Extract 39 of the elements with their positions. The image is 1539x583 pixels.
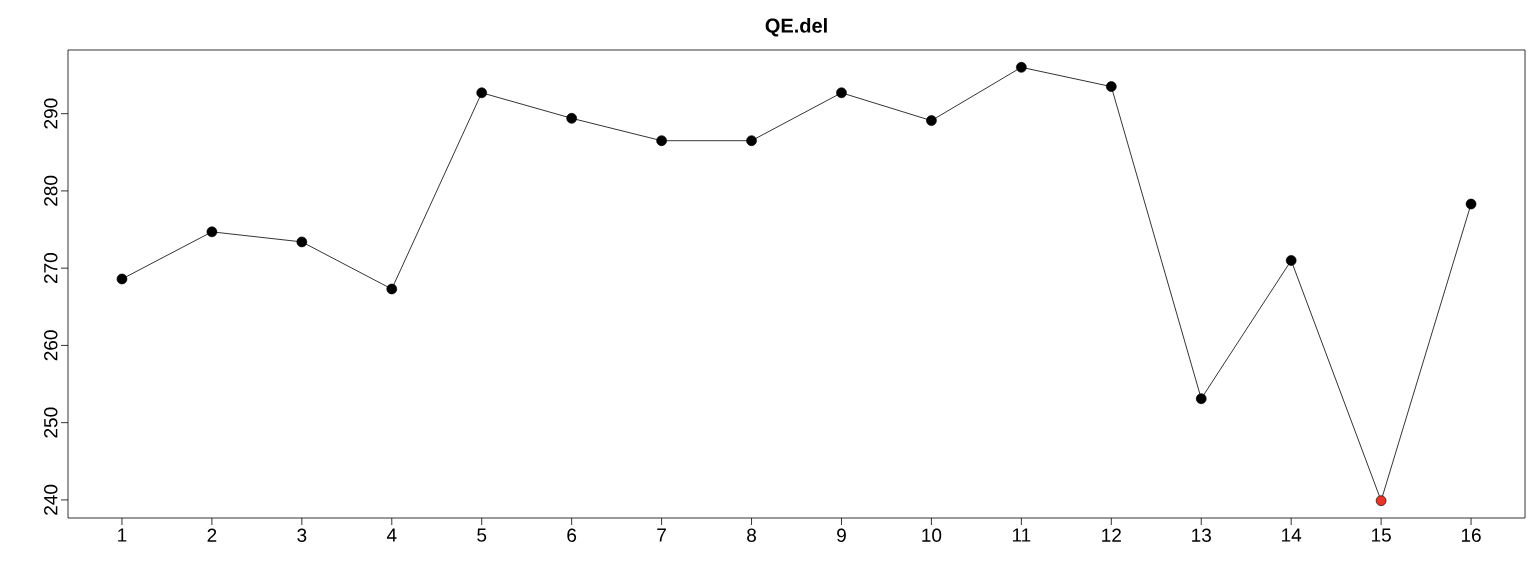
point <box>1285 255 1297 266</box>
y-tick-label: 240 <box>44 484 58 515</box>
y-tick-label: 260 <box>44 330 58 361</box>
x-tick-label: 8 <box>747 528 756 542</box>
x-tick-label: 2 <box>207 528 217 542</box>
x-tick-label: 6 <box>567 528 577 542</box>
x-tick-label: 16 <box>1461 528 1481 542</box>
point <box>1106 81 1117 92</box>
y-tick-label: 280 <box>44 175 58 206</box>
point <box>206 226 218 238</box>
x-tick-label: 15 <box>1372 528 1391 542</box>
point <box>746 135 757 146</box>
x-tick-label: 9 <box>837 528 846 542</box>
point <box>926 115 937 126</box>
x-tick-label: 10 <box>922 528 942 542</box>
x-tick-label: 5 <box>477 528 487 542</box>
x-tick-label: 4 <box>386 528 397 542</box>
point <box>476 87 488 99</box>
x-tick-label: 13 <box>1192 528 1211 542</box>
y-tick-label: 250 <box>44 407 58 438</box>
point <box>1375 495 1387 506</box>
point <box>1195 393 1207 405</box>
x-tick-label: 12 <box>1102 528 1121 542</box>
x-tick-label: 14 <box>1282 528 1302 542</box>
x-tick-label: 7 <box>657 528 666 542</box>
x-tick-label: 11 <box>1012 528 1031 542</box>
point <box>1465 198 1477 210</box>
point <box>116 273 128 285</box>
y-tick-label: 270 <box>44 253 58 284</box>
point <box>296 236 308 248</box>
x-tick-label: 1 <box>118 528 127 542</box>
point <box>656 135 667 146</box>
chart-title: QE.del <box>765 18 827 37</box>
point <box>836 87 847 99</box>
point <box>1016 62 1027 73</box>
point <box>566 112 577 124</box>
y-tick-label: 290 <box>44 98 58 129</box>
point <box>386 283 398 295</box>
x-tick-label: 3 <box>297 528 307 542</box>
